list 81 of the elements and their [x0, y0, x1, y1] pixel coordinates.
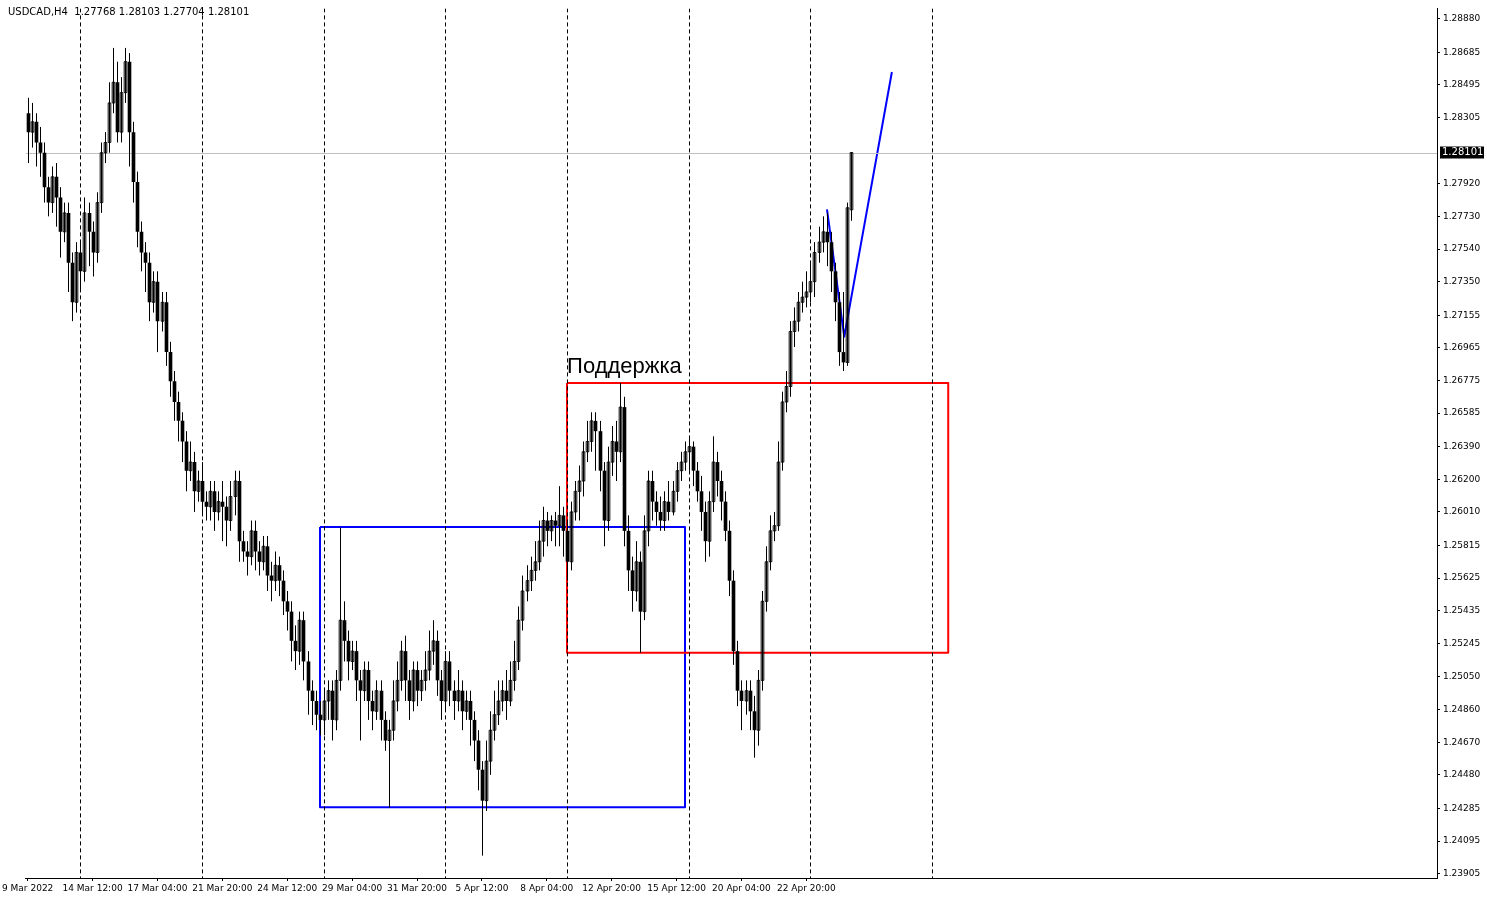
- candlestick: [216, 490, 221, 522]
- candlestick: [662, 490, 667, 532]
- candlestick: [817, 226, 822, 264]
- x-tick-label: 29 Mar 04:00: [322, 882, 383, 893]
- candlestick: [533, 540, 538, 582]
- x-tick-label: 20 Apr 04:00: [712, 882, 772, 893]
- y-tick-label: 1.28685: [1443, 46, 1481, 57]
- candlestick: [500, 679, 505, 712]
- candlestick: [30, 102, 35, 149]
- candlestick: [456, 669, 461, 712]
- candlestick: [228, 480, 233, 532]
- candlestick: [589, 411, 594, 453]
- candlestick: [362, 660, 367, 702]
- candlestick: [208, 480, 213, 522]
- y-tick-label: 1.27540: [1443, 243, 1481, 254]
- y-tick-label: 1.26200: [1443, 473, 1481, 484]
- y-tick-label: 1.27920: [1443, 178, 1481, 189]
- y-tick-label: 1.25435: [1443, 605, 1481, 616]
- y-tick-label: 1.27730: [1443, 210, 1481, 221]
- y-tick-label: 1.24285: [1443, 802, 1481, 813]
- y-tick-label: 1.26775: [1443, 374, 1481, 385]
- y-tick-label: 1.23905: [1443, 868, 1481, 879]
- candlestick: [557, 485, 562, 547]
- candlestick: [541, 506, 546, 558]
- y-tick-label: 1.24670: [1443, 736, 1481, 747]
- y-tick-label: 1.25050: [1443, 671, 1481, 682]
- y-tick-label: 1.24480: [1443, 769, 1481, 780]
- x-tick-label: 31 Mar 20:00: [386, 882, 448, 893]
- candlestick: [423, 650, 428, 692]
- candlestick: [50, 166, 55, 214]
- y-tick-label: 1.26390: [1443, 440, 1481, 451]
- y-tick-label: 1.24860: [1443, 703, 1481, 714]
- candlestick: [821, 215, 826, 253]
- x-tick-label: 17 Mar 04:00: [127, 882, 188, 893]
- y-tick-label: 1.28305: [1443, 111, 1481, 122]
- chart-title: USDCAD,H4 1.27768 1.28103 1.27704 1.28101: [8, 6, 250, 17]
- candlestick: [427, 630, 432, 681]
- candlestick: [537, 520, 542, 571]
- candlestick: [796, 291, 801, 332]
- candlestick: [273, 550, 278, 592]
- candlestick: [581, 440, 586, 497]
- candlestick: [508, 660, 513, 707]
- x-tick-label: 14 Mar 12:00: [62, 882, 123, 893]
- y-tick-label: 1.27350: [1443, 276, 1481, 286]
- candlestick: [525, 564, 530, 602]
- y-tick-label: 1.24095: [1443, 835, 1481, 846]
- x-tick-label: 24 Mar 12:00: [257, 882, 318, 893]
- x-tick-label: 8 Apr 04:00: [520, 882, 574, 893]
- x-tick-label: 9 Mar 2022: [2, 882, 54, 893]
- annotation: Поддержка: [567, 353, 682, 380]
- candlestick: [107, 81, 112, 154]
- candlestick: [804, 270, 809, 308]
- y-tick-label: 1.25245: [1443, 637, 1481, 648]
- candlestick: [82, 196, 87, 283]
- y-tick-label: 1.28880: [1443, 13, 1481, 24]
- ref-line-label: 1.28101: [1442, 146, 1484, 158]
- x-tick-label: 5 Apr 12:00: [455, 882, 509, 893]
- y-tick-label: 1.25815: [1443, 539, 1481, 550]
- candlestick: [464, 690, 469, 721]
- candlestick: [374, 679, 379, 721]
- candlestick: [529, 556, 534, 592]
- y-tick-label: 1.26965: [1443, 342, 1481, 353]
- y-tick-label: 1.26585: [1443, 407, 1481, 418]
- y-tick-label: 1.27155: [1443, 309, 1481, 320]
- x-tick-label: 21 Mar 20:00: [192, 882, 253, 893]
- candlestick: [419, 669, 424, 702]
- y-tick-label: 1.28495: [1443, 79, 1481, 90]
- candlestick: [411, 660, 416, 712]
- candlestick: [812, 241, 817, 298]
- x-tick-label: 15 Apr 12:00: [647, 882, 707, 893]
- candlestick: [391, 679, 396, 742]
- candlestick: [744, 679, 749, 716]
- x-tick-label: 12 Apr 20:00: [582, 882, 642, 893]
- candlestick: [683, 440, 688, 472]
- candlestick: [549, 514, 554, 542]
- y-tick-label: 1.26010: [1443, 506, 1481, 517]
- candlestick: [297, 611, 302, 666]
- y-tick-label: 1.25625: [1443, 572, 1481, 583]
- x-tick-label: 22 Apr 20:00: [777, 882, 836, 893]
- candlestick: [326, 679, 331, 721]
- candlestick: [249, 520, 254, 566]
